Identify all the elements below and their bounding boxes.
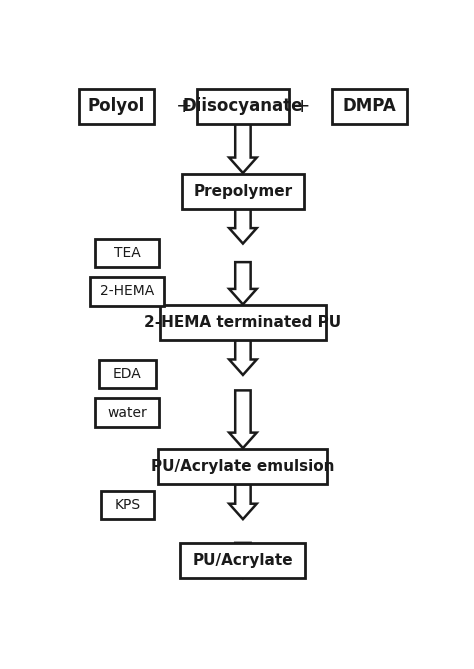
- Text: PU/Acrylate emulsion: PU/Acrylate emulsion: [151, 459, 335, 474]
- Text: +: +: [176, 96, 192, 116]
- Bar: [95, 239, 159, 267]
- Text: TEA: TEA: [114, 246, 141, 260]
- Text: 2-HEMA: 2-HEMA: [100, 284, 155, 298]
- Text: 2-HEMA terminated PU: 2-HEMA terminated PU: [145, 315, 341, 330]
- Bar: [160, 305, 326, 340]
- Bar: [100, 491, 154, 519]
- Polygon shape: [229, 340, 257, 375]
- Text: Diisocyanate: Diisocyanate: [182, 97, 303, 115]
- Text: water: water: [107, 405, 147, 419]
- Polygon shape: [229, 262, 257, 304]
- Bar: [79, 88, 154, 124]
- Bar: [332, 88, 407, 124]
- Polygon shape: [229, 484, 257, 519]
- Text: KPS: KPS: [114, 498, 140, 512]
- Text: DMPA: DMPA: [343, 97, 397, 115]
- Bar: [181, 543, 305, 578]
- Polygon shape: [229, 543, 257, 578]
- Bar: [91, 278, 164, 306]
- Text: +: +: [293, 96, 310, 116]
- Text: Prepolymer: Prepolymer: [193, 183, 292, 199]
- Text: EDA: EDA: [113, 367, 142, 381]
- Bar: [99, 360, 155, 388]
- Polygon shape: [229, 209, 257, 244]
- Text: Polyol: Polyol: [88, 97, 145, 115]
- Bar: [182, 173, 303, 209]
- Text: PU/Acrylate: PU/Acrylate: [192, 553, 293, 568]
- Polygon shape: [229, 124, 257, 173]
- Bar: [158, 449, 328, 484]
- Bar: [95, 398, 159, 427]
- Polygon shape: [229, 391, 257, 448]
- Bar: [197, 88, 289, 124]
